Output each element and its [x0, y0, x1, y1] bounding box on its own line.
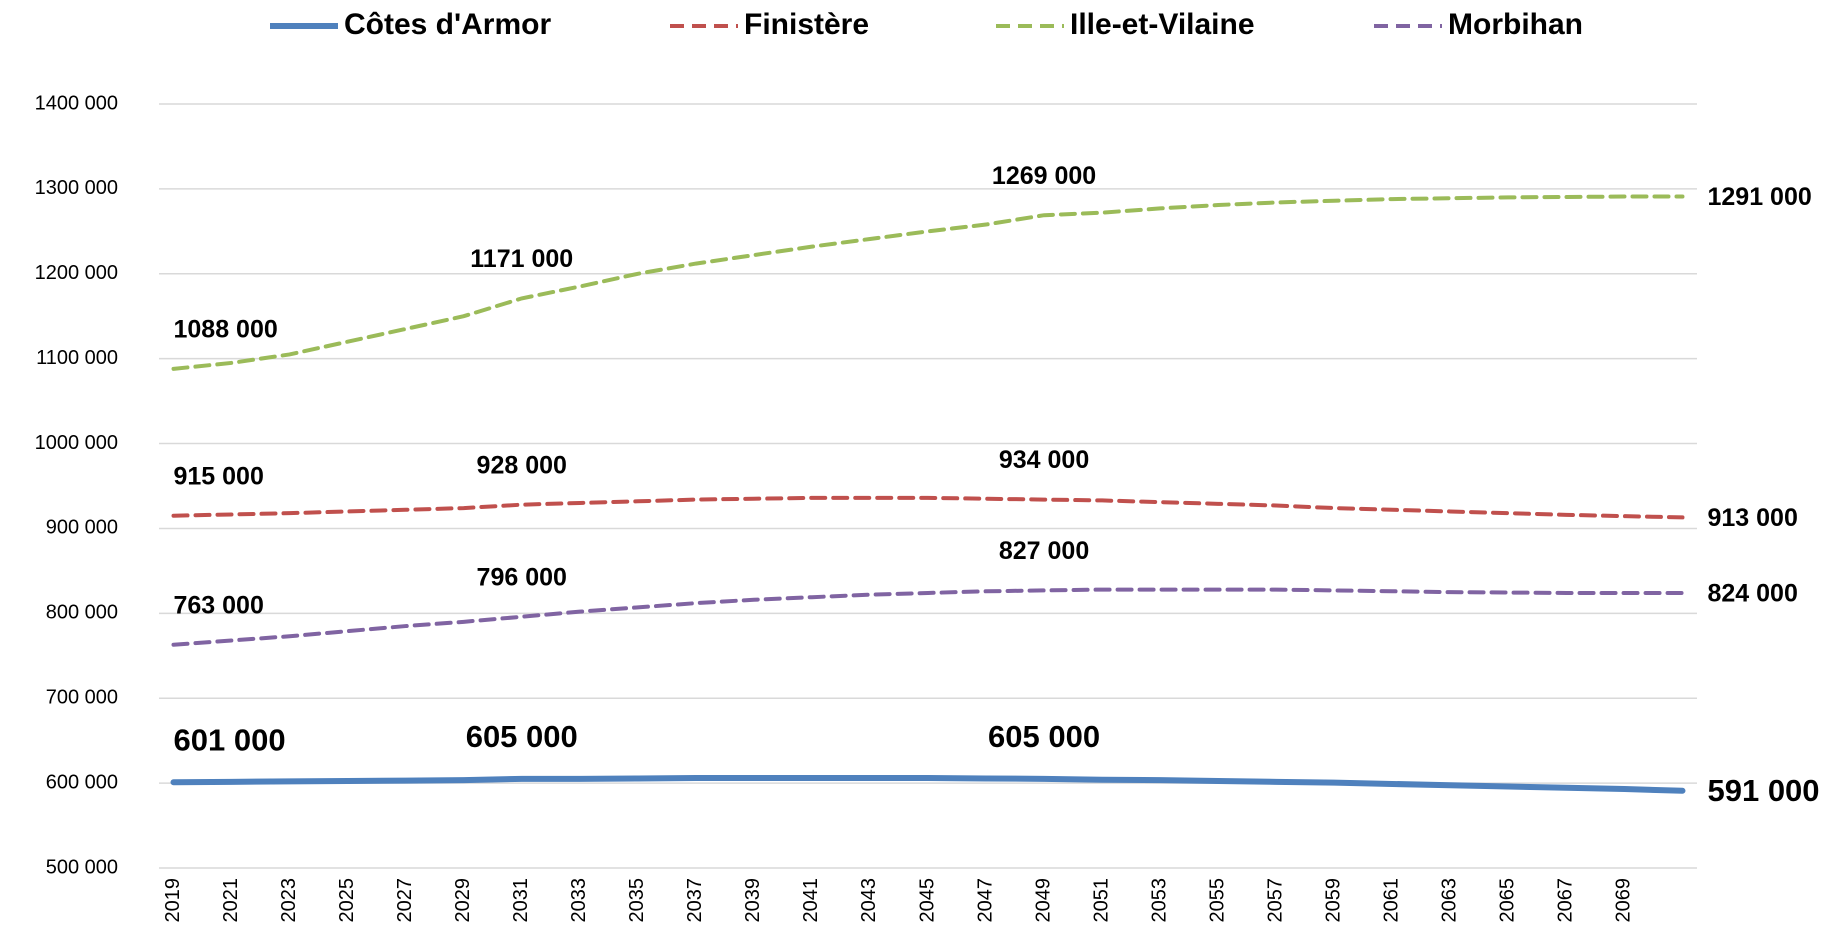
data-label: 913 000: [1707, 504, 1797, 532]
x-tick-label: 2029: [452, 878, 474, 923]
legend-label: Morbihan: [1448, 8, 1583, 41]
data-label: 1088 000: [174, 315, 278, 343]
data-label: 827 000: [999, 537, 1089, 565]
y-tick-label: 1200 000: [35, 262, 118, 284]
x-tick-label: 2061: [1381, 878, 1403, 923]
y-tick-label: 800 000: [46, 602, 118, 624]
data-label: 934 000: [999, 446, 1089, 474]
x-tick-label: 2019: [162, 878, 184, 923]
x-tick-label: 2025: [336, 878, 358, 923]
x-tick-label: 2051: [1090, 878, 1112, 923]
y-tick-label: 600 000: [46, 771, 118, 793]
series-line: [171, 495, 1685, 520]
x-tick-label: 2045: [916, 878, 938, 923]
x-tick-label: 2041: [800, 878, 822, 923]
x-tick-label: 2055: [1206, 878, 1228, 923]
x-tick-label: 2027: [394, 878, 416, 923]
x-tick-label: 2033: [568, 878, 590, 923]
y-tick-label: 1400 000: [35, 92, 118, 114]
x-tick-label: 2039: [742, 878, 764, 923]
data-label: 591 000: [1707, 773, 1819, 808]
data-label: 796 000: [477, 563, 567, 591]
data-label: 915 000: [174, 462, 264, 490]
data-label: 601 000: [174, 722, 286, 757]
data-label: 763 000: [174, 591, 264, 619]
x-tick-label: 2057: [1265, 878, 1287, 923]
series-line: [170, 775, 1686, 794]
x-tick-label: 2047: [974, 878, 996, 923]
x-tick-label: 2069: [1613, 878, 1635, 923]
data-label: 824 000: [1707, 580, 1797, 608]
data-label: 1291 000: [1707, 183, 1811, 211]
legend-label: Côtes d'Armor: [344, 8, 551, 41]
y-tick-label: 1100 000: [36, 347, 118, 369]
data-label: 605 000: [466, 719, 578, 754]
y-tick-label: 500 000: [46, 856, 118, 878]
series-line: [171, 587, 1685, 647]
x-tick-label: 2067: [1555, 878, 1577, 923]
series-line: [171, 194, 1685, 371]
y-tick-label: 900 000: [46, 517, 118, 539]
data-label: 605 000: [988, 719, 1100, 754]
data-label: 1269 000: [992, 162, 1096, 190]
x-tick-label: 2063: [1439, 878, 1461, 923]
legend-label: Ille-et-Vilaine: [1070, 8, 1255, 41]
data-label: 928 000: [477, 451, 567, 479]
y-tick-label: 1000 000: [35, 432, 118, 454]
y-tick-label: 1300 000: [35, 177, 118, 199]
x-tick-label: 2053: [1148, 878, 1170, 923]
x-tick-label: 2043: [858, 878, 880, 923]
x-tick-label: 2031: [510, 878, 532, 923]
y-tick-label: 700 000: [46, 687, 118, 709]
x-tick-label: 2065: [1497, 878, 1519, 923]
x-tick-label: 2021: [220, 878, 242, 923]
legend-label: Finistère: [744, 8, 869, 41]
data-label: 1171 000: [470, 245, 573, 273]
x-tick-label: 2023: [278, 878, 300, 923]
x-tick-label: 2037: [684, 878, 706, 923]
x-tick-label: 2059: [1323, 878, 1345, 923]
x-tick-label: 2035: [626, 878, 648, 923]
x-tick-label: 2049: [1032, 878, 1054, 923]
